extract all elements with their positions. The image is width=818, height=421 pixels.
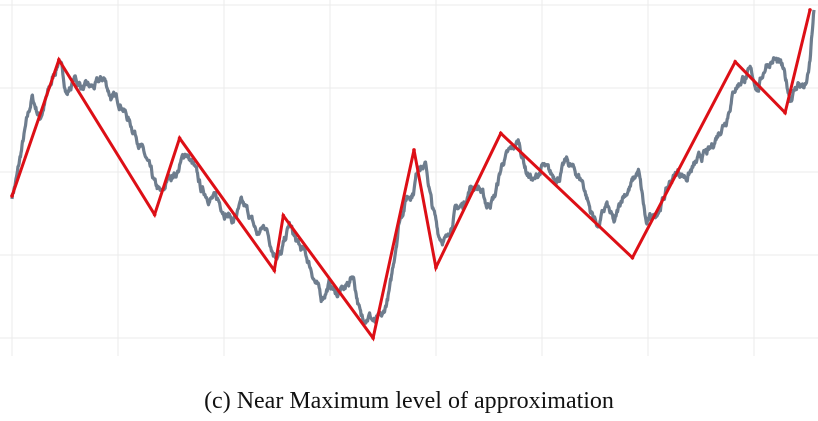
approximation-point [57, 58, 61, 62]
approximation-point [371, 336, 375, 340]
approximation-point [412, 148, 416, 152]
approximation-points [10, 8, 812, 340]
raw-series-line [10, 9, 816, 325]
approximation-point [783, 110, 787, 115]
approximation-point [733, 60, 737, 64]
approximation-point [281, 213, 286, 218]
gridlines [0, 0, 818, 356]
approximation-series-line [10, 9, 812, 342]
approximation-point [498, 131, 503, 136]
approximation-point [434, 265, 438, 270]
approximation-point [808, 8, 812, 12]
approximation-point [10, 194, 14, 198]
approximation-point [177, 136, 182, 140]
figure-caption: (c) Near Maximum level of approximation [204, 388, 614, 414]
approximation-point [630, 255, 635, 260]
approximation-point [272, 268, 277, 273]
approximation-point [152, 212, 157, 217]
